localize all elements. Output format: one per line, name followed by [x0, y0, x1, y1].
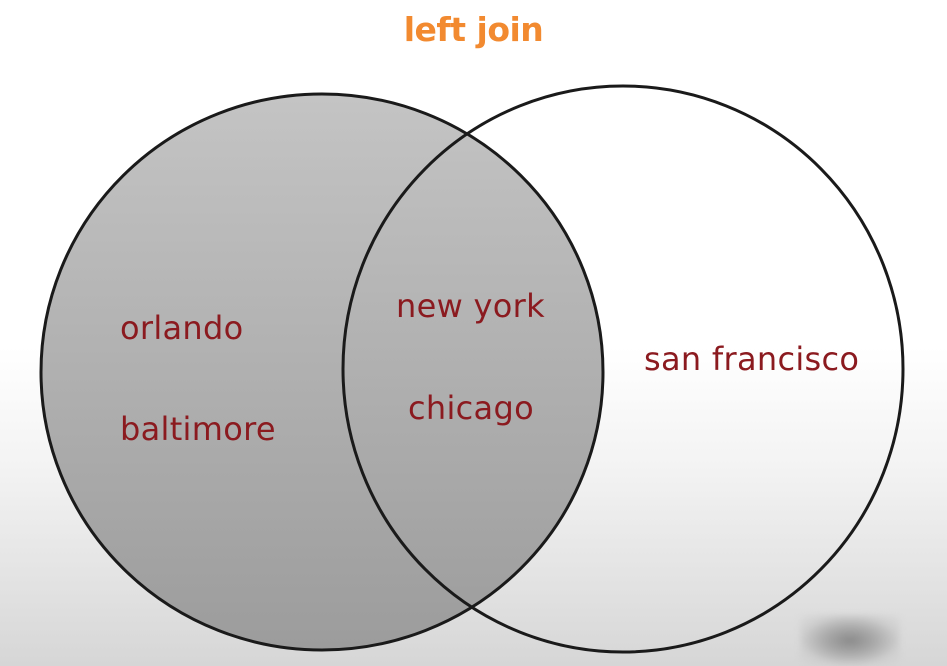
- right-set-outline: [341, 84, 905, 654]
- intersection-fill: [343, 94, 603, 650]
- left-set-outline: [39, 92, 605, 652]
- intersection-label-chicago: chicago: [408, 389, 534, 427]
- diagram-title: left join: [403, 10, 544, 49]
- intersection-label-new-york: new york: [396, 287, 545, 325]
- left-set-label-orlando: orlando: [120, 309, 244, 347]
- left-set-label-baltimore: baltimore: [120, 410, 276, 448]
- right-set-label-san-francisco: san francisco: [644, 340, 860, 378]
- corner-blur-artifact: [800, 615, 900, 666]
